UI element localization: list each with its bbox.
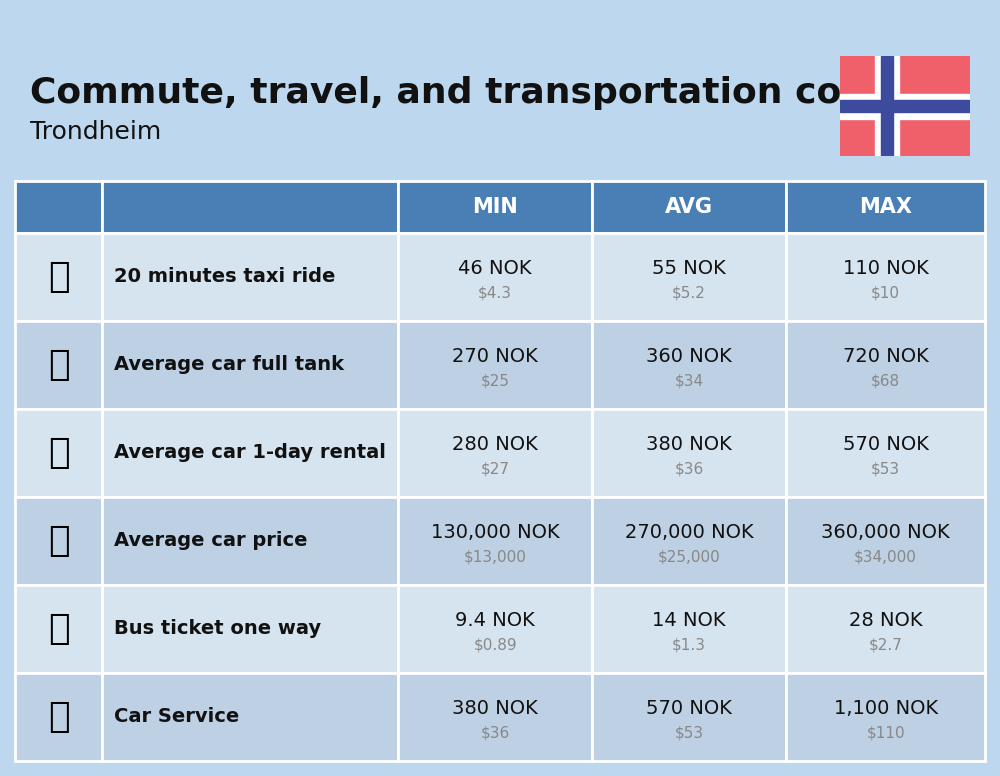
Text: $36: $36	[675, 462, 704, 476]
Text: Bus ticket one way: Bus ticket one way	[114, 619, 321, 639]
Text: 9.4 NOK: 9.4 NOK	[455, 611, 535, 629]
Text: 🚗: 🚗	[48, 524, 69, 558]
Bar	[102, 233, 398, 321]
Bar	[786, 673, 985, 761]
Bar	[786, 181, 985, 233]
Text: $68: $68	[871, 373, 900, 388]
Text: 720 NOK: 720 NOK	[843, 347, 928, 365]
Bar	[786, 233, 985, 321]
Bar	[102, 181, 398, 233]
Text: 🔧: 🔧	[48, 700, 69, 734]
Text: $53: $53	[871, 462, 900, 476]
Bar	[592, 673, 786, 761]
Bar	[102, 673, 398, 761]
Text: $110: $110	[866, 726, 905, 740]
Text: 360 NOK: 360 NOK	[646, 347, 732, 365]
Text: $53: $53	[675, 726, 704, 740]
Text: 20 minutes taxi ride: 20 minutes taxi ride	[114, 268, 336, 286]
Bar	[15, 409, 102, 497]
Bar	[102, 585, 398, 673]
Bar	[592, 585, 786, 673]
Bar	[875, 56, 899, 156]
Bar	[102, 497, 398, 585]
Bar	[592, 181, 786, 233]
Bar	[881, 56, 893, 156]
Text: 570 NOK: 570 NOK	[646, 698, 732, 718]
Bar	[398, 233, 592, 321]
Bar	[592, 497, 786, 585]
Text: 46 NOK: 46 NOK	[458, 258, 532, 278]
Text: $0.89: $0.89	[473, 637, 517, 653]
Text: $10: $10	[871, 286, 900, 300]
Text: $5.2: $5.2	[672, 286, 706, 300]
Bar	[786, 585, 985, 673]
Bar	[592, 321, 786, 409]
Text: 380 NOK: 380 NOK	[646, 435, 732, 454]
Bar	[398, 497, 592, 585]
Text: $2.7: $2.7	[869, 637, 903, 653]
Bar	[786, 497, 985, 585]
Bar	[15, 585, 102, 673]
Text: AVG: AVG	[665, 197, 713, 217]
Bar	[840, 93, 970, 119]
Text: $4.3: $4.3	[478, 286, 512, 300]
Bar	[102, 409, 398, 497]
Text: Average car 1-day rental: Average car 1-day rental	[114, 444, 386, 462]
Text: 360,000 NOK: 360,000 NOK	[821, 523, 950, 542]
Text: Average car full tank: Average car full tank	[114, 355, 344, 375]
Text: $36: $36	[481, 726, 510, 740]
Bar	[15, 497, 102, 585]
Bar	[102, 321, 398, 409]
Text: 🚌: 🚌	[48, 612, 69, 646]
Text: MAX: MAX	[859, 197, 912, 217]
Text: $27: $27	[481, 462, 510, 476]
Text: $1.3: $1.3	[672, 637, 706, 653]
Text: 380 NOK: 380 NOK	[452, 698, 538, 718]
Bar	[398, 673, 592, 761]
Text: 🚙: 🚙	[48, 436, 69, 470]
Bar	[592, 233, 786, 321]
Text: 14 NOK: 14 NOK	[652, 611, 726, 629]
Bar	[786, 409, 985, 497]
Text: $25: $25	[481, 373, 510, 388]
Bar	[15, 673, 102, 761]
Bar	[840, 100, 970, 113]
Bar	[786, 321, 985, 409]
Text: 270,000 NOK: 270,000 NOK	[625, 523, 753, 542]
Text: 🚕: 🚕	[48, 260, 69, 294]
Text: 570 NOK: 570 NOK	[843, 435, 929, 454]
Text: 280 NOK: 280 NOK	[452, 435, 538, 454]
Bar	[398, 585, 592, 673]
Text: $34: $34	[675, 373, 704, 388]
Text: 270 NOK: 270 NOK	[452, 347, 538, 365]
Text: Car Service: Car Service	[114, 708, 240, 726]
Text: 55 NOK: 55 NOK	[652, 258, 726, 278]
Bar	[398, 321, 592, 409]
Bar	[15, 181, 102, 233]
Text: 130,000 NOK: 130,000 NOK	[431, 523, 559, 542]
Text: ⛽: ⛽	[48, 348, 69, 382]
Text: 28 NOK: 28 NOK	[849, 611, 922, 629]
Text: Average car price: Average car price	[114, 532, 308, 550]
Text: 110 NOK: 110 NOK	[843, 258, 928, 278]
Text: Trondheim: Trondheim	[30, 120, 161, 144]
Text: $13,000: $13,000	[464, 549, 527, 564]
Bar	[592, 409, 786, 497]
Text: Commute, travel, and transportation costs: Commute, travel, and transportation cost…	[30, 76, 902, 110]
Bar	[398, 181, 592, 233]
Bar	[15, 321, 102, 409]
Bar	[15, 233, 102, 321]
Text: $25,000: $25,000	[658, 549, 721, 564]
Text: 1,100 NOK: 1,100 NOK	[834, 698, 938, 718]
Bar	[398, 409, 592, 497]
Text: MIN: MIN	[472, 197, 518, 217]
Text: $34,000: $34,000	[854, 549, 917, 564]
